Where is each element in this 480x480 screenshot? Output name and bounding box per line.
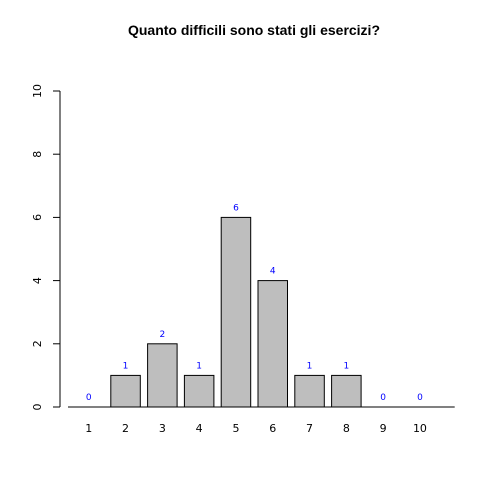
x-tick-label: 4 [196, 422, 203, 435]
x-axis: 1 2 3 4 5 6 7 8 9 10 [68, 406, 455, 435]
y-tick-label: 4 [31, 277, 44, 284]
bar-value-label: 1 [123, 361, 129, 371]
bar-value-label: 6 [233, 203, 239, 213]
y-tick-label: 6 [31, 214, 44, 221]
bar-value-label: 0 [417, 393, 423, 403]
bar-value-label: 1 [307, 361, 313, 371]
bar-value-label: 0 [86, 393, 92, 403]
x-tick-label: 10 [413, 422, 427, 435]
x-tick-label: 1 [85, 422, 92, 435]
y-tick-label: 0 [31, 404, 44, 411]
x-tick-label: 3 [159, 422, 166, 435]
y-tick-label: 2 [31, 340, 44, 347]
bar [110, 374, 141, 408]
y-tick-label: 10 [31, 84, 44, 98]
bars-group [74, 216, 435, 408]
bar [331, 374, 362, 408]
x-tick-label: 8 [343, 422, 350, 435]
bar-value-label: 1 [196, 361, 202, 371]
x-tick-label: 2 [122, 422, 129, 435]
x-tick-label: 6 [269, 422, 276, 435]
bar [220, 216, 252, 408]
bar [183, 374, 215, 408]
bar-value-label: 2 [159, 330, 165, 340]
chart-title: Quanto difficili sono stati gli esercizi… [128, 22, 380, 38]
x-tick-label: 5 [232, 422, 239, 435]
bar [147, 343, 178, 408]
x-tick-label: 7 [306, 422, 313, 435]
bar [257, 280, 288, 408]
data-labels-group: 0 1 2 1 6 4 1 1 0 0 [86, 203, 423, 403]
bar-value-label: 1 [343, 361, 349, 371]
bar-value-label: 0 [380, 393, 386, 403]
x-tick-label: 9 [380, 422, 387, 435]
y-axis: 0 2 4 6 8 10 [31, 84, 61, 411]
bar-value-label: 4 [270, 267, 276, 277]
y-tick-label: 8 [31, 151, 44, 158]
bar [294, 374, 325, 408]
